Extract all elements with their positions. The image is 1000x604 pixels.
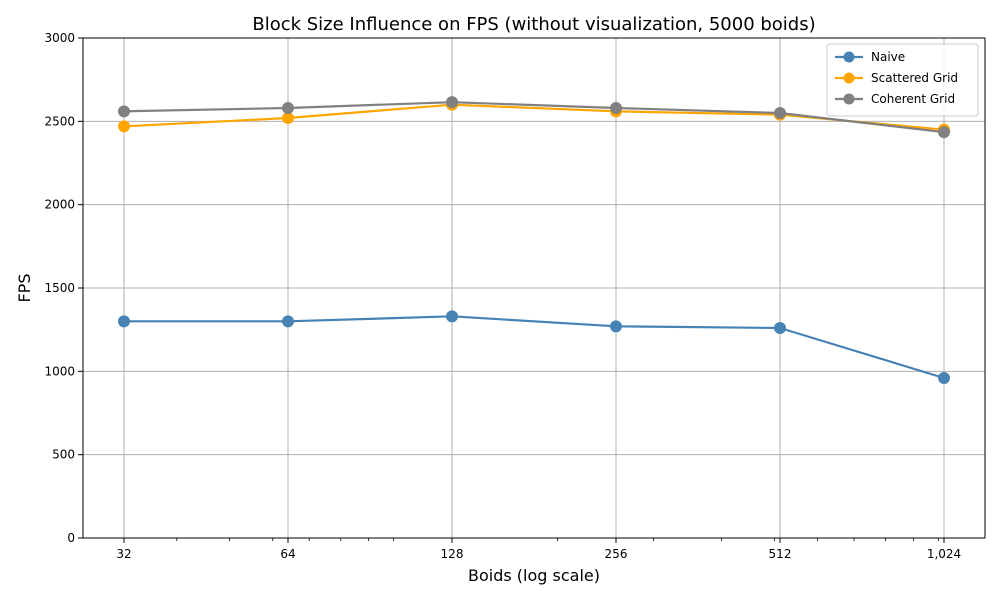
data-point	[282, 102, 294, 114]
legend-swatch-marker	[843, 93, 855, 105]
chart-title: Block Size Influence on FPS (without vis…	[252, 14, 815, 35]
legend-swatch-marker	[843, 51, 855, 63]
data-point	[118, 315, 130, 328]
x-tick-label: 1,024	[927, 547, 961, 561]
y-tick-label: 1000	[44, 364, 75, 378]
series-naive	[118, 310, 950, 384]
axis-layer: 32 64 128 256 512 1,024 0 500 1000 1500 2000 2500 30…	[44, 31, 961, 561]
data-point	[118, 120, 130, 133]
y-axis-label: FPS	[15, 273, 34, 302]
x-tick-label: 256	[605, 547, 628, 561]
data-point	[610, 102, 622, 114]
series-line	[123, 101, 945, 134]
x-tick-label: 64	[280, 547, 295, 561]
legend-label: Scattered Grid	[871, 71, 958, 85]
series-line	[124, 315, 945, 380]
data-point	[774, 322, 786, 334]
x-tick-label: 128	[441, 547, 464, 561]
legend-label: Coherent Grid	[871, 92, 955, 106]
series-coherent-grid	[118, 96, 950, 139]
y-tick-label: 500	[52, 448, 75, 462]
data-point	[774, 107, 786, 119]
legend-label: Naive	[871, 50, 905, 64]
y-tick-label: 3000	[44, 31, 75, 45]
x-tick-label: 512	[769, 547, 792, 561]
data-point	[938, 126, 950, 139]
legend: Naive Scattered Grid Coherent Grid	[826, 43, 979, 117]
legend-swatch-marker	[843, 72, 855, 84]
x-tick-label: 32	[116, 547, 131, 561]
data-point	[282, 112, 294, 124]
data-point	[938, 372, 950, 384]
y-tick-label: 0	[67, 531, 75, 545]
data-point	[282, 315, 294, 328]
series-layer	[118, 96, 950, 384]
y-tick-label: 1500	[44, 281, 75, 295]
data-point	[118, 105, 130, 118]
y-tick-label: 2000	[44, 198, 75, 212]
data-point	[610, 320, 622, 333]
data-point	[446, 96, 458, 109]
x-axis-label: Boids (log scale)	[468, 566, 600, 585]
legend-box	[826, 43, 979, 117]
y-tick-label: 2500	[44, 114, 75, 128]
data-point	[446, 310, 458, 323]
